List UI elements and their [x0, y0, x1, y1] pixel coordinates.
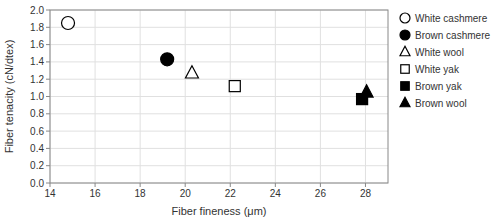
x-tick-label: 16 [90, 188, 102, 199]
point [62, 16, 75, 29]
legend-swatch [400, 46, 410, 56]
y-tick [46, 79, 50, 80]
legend-label: White cashmere [415, 13, 488, 24]
x-tick-label: 22 [225, 188, 237, 199]
y-tick-label: 0.4 [30, 143, 44, 154]
legend-label: White yak [415, 64, 460, 75]
y-tick-label: 2.0 [30, 5, 44, 16]
y-tick-label: 1.8 [30, 22, 44, 33]
legend-swatch [401, 82, 410, 91]
grid-line-y [50, 131, 388, 132]
y-tick-label: 0.8 [30, 108, 44, 119]
legend-swatch [400, 13, 410, 23]
y-tick [46, 165, 50, 166]
grid-line-y [50, 96, 388, 97]
legend-swatch [401, 65, 410, 74]
x-tick-label: 28 [360, 188, 372, 199]
y-tick [46, 10, 50, 11]
x-tick [320, 183, 321, 187]
grid-line-y [50, 113, 388, 114]
y-tick [46, 183, 50, 184]
grid [50, 10, 388, 183]
y-tick [46, 131, 50, 132]
grid-line-y [50, 148, 388, 149]
x-tick [140, 183, 141, 187]
y-tick-label: 1.0 [30, 91, 44, 102]
legend-swatch [400, 97, 410, 107]
y-tick-label: 0.0 [30, 178, 44, 189]
x-tick-label: 18 [135, 188, 147, 199]
grid-line-y [50, 61, 388, 62]
y-axis-label: Fiber tenacity (cN/dtex) [3, 40, 15, 154]
y-tick-label: 1.2 [30, 74, 44, 85]
point [161, 53, 174, 66]
x-tick [275, 183, 276, 187]
x-tick [230, 183, 231, 187]
grid-line-y [50, 79, 388, 80]
legend-label: Brown wool [415, 98, 467, 109]
x-tick [95, 183, 96, 187]
grid-line-y [50, 165, 388, 166]
y-tick [46, 61, 50, 62]
y-tick-label: 0.6 [30, 126, 44, 137]
grid-line-y [50, 44, 388, 45]
x-tick [50, 183, 51, 187]
x-tick-label: 26 [315, 188, 327, 199]
point [229, 81, 240, 92]
y-tick [46, 148, 50, 149]
chart-svg: 14 16 18 20 22 24 26 28 0.0 0.2 0.4 0.6 0.8 1.0 1.2 1.4… [0, 0, 500, 221]
legend: White cashmere Brown cashmere White wool Wh… [400, 13, 490, 109]
y-tick [46, 44, 50, 45]
y-tick-label: 1.6 [30, 39, 44, 50]
chart-container: 14 16 18 20 22 24 26 28 0.0 0.2 0.4 0.6 0.8 1.0 1.2 1.4… [0, 0, 500, 221]
x-tick [185, 183, 186, 187]
x-axis-label: Fiber fineness (μm) [172, 205, 267, 217]
x-tick-label: 14 [44, 188, 56, 199]
point [360, 85, 373, 97]
plot-frame [50, 10, 388, 183]
y-tick [46, 96, 50, 97]
legend-label: Brown cashmere [415, 30, 490, 41]
x-tick-label: 24 [270, 188, 282, 199]
x-tick [365, 183, 366, 187]
grid-line-y [50, 27, 388, 28]
y-tick [46, 27, 50, 28]
y-tick-label: 0.2 [30, 160, 44, 171]
legend-swatch [400, 30, 410, 40]
legend-label: Brown yak [415, 81, 463, 92]
y-tick [46, 113, 50, 114]
axes: 14 16 18 20 22 24 26 28 0.0 0.2 0.4 0.6 0.8 1.0 1.2 1.4… [30, 5, 371, 200]
legend-label: White wool [415, 47, 464, 58]
points [62, 16, 374, 104]
point [185, 66, 198, 78]
y-tick-label: 1.4 [30, 56, 44, 67]
x-tick-label: 20 [180, 188, 192, 199]
